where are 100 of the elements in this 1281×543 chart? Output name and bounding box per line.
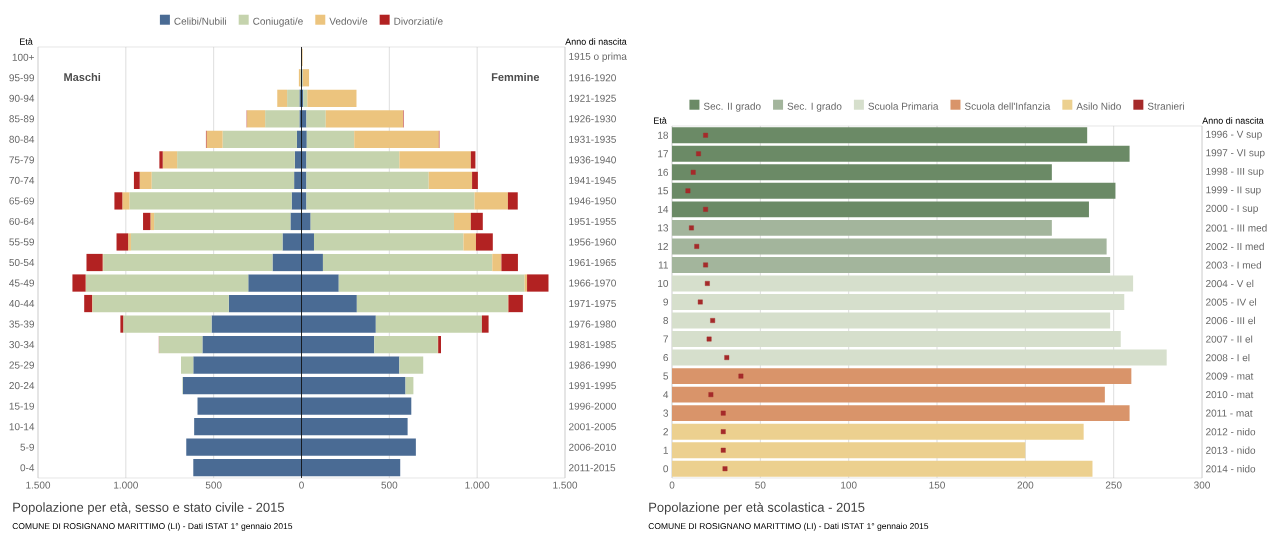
y-tick-label: 60-64: [9, 217, 35, 225]
x-tick-label: 150: [929, 481, 945, 489]
y2-tick-label: 2001 - III med: [1206, 224, 1267, 232]
y2-tick-label: 2006 - III el: [1206, 316, 1255, 325]
y2-tick-label: 2011 - mat: [1206, 409, 1253, 417]
y2-tick-label: 2004 - V el: [1206, 279, 1254, 288]
y2-tick-label: 1999 - II sup: [1206, 186, 1261, 196]
text: Popolazione per età scolastica - 2015: [649, 502, 865, 515]
y-tick-label: 35-39: [9, 320, 34, 328]
y-tick-label: 5-9: [20, 443, 34, 451]
y-tick-label: 55-59: [9, 238, 34, 246]
annotation: Femmine: [491, 72, 540, 82]
x-tick-label: 300: [1194, 481, 1210, 489]
y-tick-label: 90-94: [9, 94, 35, 102]
y2-tick-label: 1981-1985: [569, 341, 616, 349]
legend-label: Coniugati/e: [253, 17, 303, 27]
y-tick-label: 14: [658, 205, 669, 213]
y2-tick-label: 1926-1930: [569, 115, 616, 123]
y2-tick-label: 2002 - II med: [1206, 242, 1264, 251]
y2-tick-label: 1971-1975: [569, 300, 616, 308]
y-tick-label: 18: [658, 131, 669, 139]
y-tick-label: 20-24: [9, 382, 35, 390]
y-tick-label: 17: [658, 150, 668, 158]
y-tick-label: 80-84: [9, 135, 35, 143]
y2-tick-label: 1951-1955: [569, 217, 616, 225]
y-tick-label: 9: [663, 298, 669, 306]
x-tick-label: 0: [669, 481, 675, 489]
y-axis-title: Età: [20, 38, 33, 45]
y2-tick-label: 2005 - IV el: [1206, 298, 1257, 306]
y-tick-label: 10-14: [9, 423, 35, 431]
legend-label: Sec. I grado: [787, 102, 842, 112]
y2-axis-title: Anno di nascita: [1202, 117, 1264, 124]
y-tick-label: 4: [663, 391, 669, 399]
x-tick-label: 500: [381, 481, 398, 489]
x-tick-label: 1.500: [26, 481, 51, 489]
y-tick-label: 13: [658, 224, 669, 232]
y-tick-label: 6: [663, 354, 669, 362]
y-tick-label: 8: [663, 316, 669, 325]
x-tick-label: 100: [841, 481, 857, 489]
legend-label: Scuola Primaria: [868, 102, 939, 110]
y2-tick-label: 1966-1970: [569, 279, 616, 287]
y2-tick-label: 2006-2010: [569, 443, 616, 451]
y2-tick-label: 2007 - II el: [1206, 335, 1253, 343]
y2-tick-label: 1946-1950: [569, 197, 616, 205]
y2-tick-label: 1997 - VI sup: [1206, 149, 1265, 159]
y-tick-label: 1: [663, 446, 668, 454]
y2-axis-title: Anno di nascita: [565, 38, 627, 45]
y2-tick-label: 1991-1995: [569, 382, 616, 390]
y-tick-label: 12: [658, 242, 668, 250]
legend-label: Asilo Nido: [1076, 102, 1121, 110]
y2-tick-label: 1915 o prima: [569, 52, 627, 62]
y2-tick-label: 2009 - mat: [1206, 372, 1254, 380]
x-tick-label: 1.500: [553, 481, 578, 489]
y2-tick-label: 2013 - nido: [1206, 446, 1256, 454]
y-tick-label: 10: [658, 279, 669, 288]
y2-tick-label: 2008 - I el: [1206, 353, 1250, 362]
legend-label: Celibi/Nubili: [174, 17, 227, 25]
y2-tick-label: 1996 - V sup: [1206, 130, 1262, 140]
y2-tick-label: 2012 - nido: [1206, 428, 1256, 436]
x-tick-label: 0: [299, 481, 304, 489]
legend-label: Scuola dell'Infanzia: [964, 102, 1051, 110]
legend-label: Stranieri: [1147, 102, 1184, 110]
y2-tick-label: 1998 - III sup: [1206, 167, 1264, 177]
y-tick-label: 45-49: [9, 279, 34, 287]
y2-tick-label: 1996-2000: [569, 402, 616, 410]
x-tick-label: 50: [755, 481, 766, 489]
legend-label: Sec. II grado: [703, 102, 761, 112]
y-tick-label: 95-99: [9, 74, 34, 82]
text: COMUNE DI ROSIGNANO MARITTIMO (LI) - Dati ISTAT 1° gennaio 2015: [648, 522, 929, 531]
y-tick-label: 0-4: [20, 464, 35, 472]
y2-tick-label: 1986-1990: [569, 361, 616, 369]
y-tick-label: 11: [658, 261, 668, 269]
y-tick-label: 2: [663, 428, 668, 436]
y2-tick-label: 1916-1920: [569, 74, 616, 82]
y-tick-label: 25-29: [9, 361, 34, 369]
x-tick-label: 1.000: [114, 481, 138, 489]
y2-tick-label: 2003 - I med: [1206, 261, 1262, 269]
y-tick-label: 5: [663, 372, 669, 380]
y2-tick-label: 2000 - I sup: [1206, 204, 1258, 214]
y-tick-label: 0: [663, 465, 669, 473]
x-tick-label: 500: [205, 481, 222, 489]
y2-tick-label: 1961-1965: [569, 258, 616, 267]
legend-label: Divorziati/e: [394, 17, 443, 25]
y-tick-label: 75-79: [9, 156, 34, 164]
y2-tick-label: 1941-1945: [569, 176, 616, 184]
y-tick-label: 3: [663, 409, 669, 417]
y2-tick-label: 2011-2015: [569, 464, 616, 472]
y-tick-label: 15: [658, 187, 669, 195]
y2-tick-label: 1936-1940: [569, 156, 616, 164]
text: COMUNE DI ROSIGNANO MARITTIMO (LI) - Dati ISTAT 1° gennaio 2015: [12, 522, 293, 531]
y-tick-label: 7: [663, 335, 668, 343]
y2-tick-label: 2010 - mat: [1206, 391, 1254, 399]
y-tick-label: 16: [658, 168, 669, 176]
y-tick-label: 85-89: [9, 115, 34, 123]
y-tick-label: 70-74: [9, 176, 35, 184]
y2-tick-label: 2001-2005: [569, 423, 616, 431]
y2-tick-label: 1956-1960: [569, 238, 616, 246]
x-tick-label: 200: [1017, 481, 1034, 489]
x-tick-label: 250: [1105, 481, 1122, 489]
y-axis-title: Età: [654, 117, 667, 124]
